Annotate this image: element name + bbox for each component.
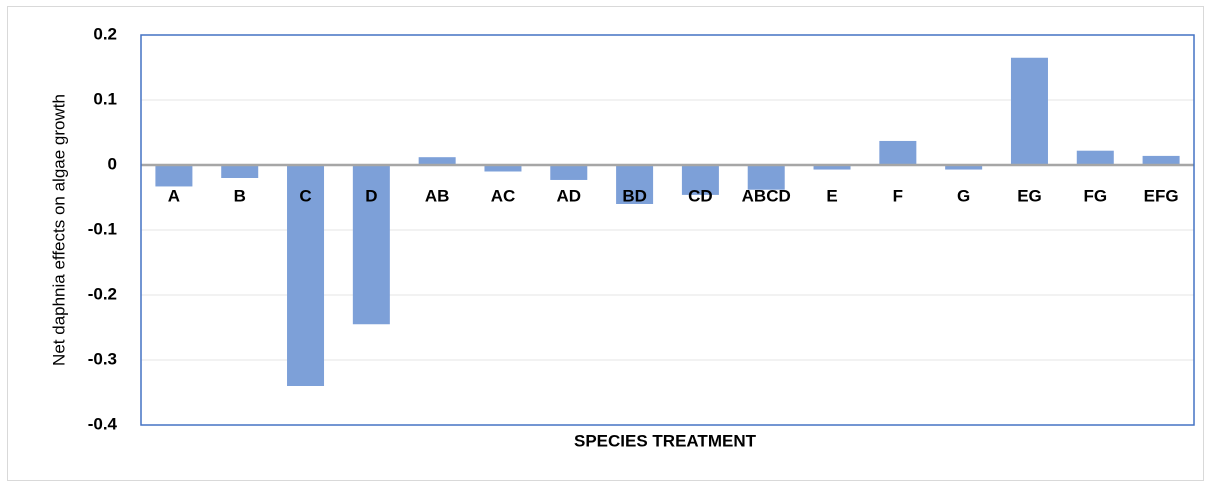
x-tick-label: G: [957, 186, 970, 205]
y-tick-label: 0.2: [93, 24, 117, 43]
bar: [1010, 57, 1048, 165]
chart-frame: [7, 6, 1204, 481]
bar: [1142, 155, 1180, 165]
bar: [1076, 150, 1114, 165]
bar: [550, 165, 588, 180]
x-tick-label: FG: [1083, 186, 1107, 205]
x-axis-title: SPECIES TREATMENT: [574, 431, 757, 450]
y-tick-label: 0.1: [93, 89, 117, 108]
x-tick-label: AC: [491, 186, 516, 205]
bar: [616, 165, 654, 204]
bar: [352, 165, 390, 325]
bar: [747, 165, 785, 190]
x-tick-label: B: [234, 186, 246, 205]
y-axis-title: Net daphnia effects on algae growth: [49, 94, 68, 366]
bar: [813, 165, 851, 170]
plot-border: [140, 34, 1195, 426]
x-tick-label: C: [299, 186, 311, 205]
x-tick-label: CD: [688, 186, 713, 205]
x-tick-label: AB: [425, 186, 450, 205]
bar: [879, 140, 917, 165]
bar: [221, 165, 259, 178]
x-tick-label: F: [893, 186, 903, 205]
bar: [945, 165, 983, 170]
y-tick-label: -0.3: [88, 349, 117, 368]
x-tick-label: D: [365, 186, 377, 205]
y-tick-label: -0.4: [88, 414, 118, 433]
bar: [484, 165, 522, 172]
bar: [681, 165, 719, 195]
y-tick-label: -0.1: [88, 219, 117, 238]
x-tick-label: BD: [622, 186, 647, 205]
x-tick-label: A: [168, 186, 180, 205]
y-tick-label: 0: [108, 154, 117, 173]
bar: [418, 157, 456, 165]
x-tick-label: E: [826, 186, 837, 205]
x-tick-label: EG: [1017, 186, 1042, 205]
x-tick-label: EFG: [1144, 186, 1179, 205]
bar: [287, 165, 325, 386]
y-tick-label: -0.2: [88, 284, 117, 303]
bar: [155, 165, 193, 187]
x-tick-label: AD: [557, 186, 582, 205]
x-tick-label: ABCD: [742, 186, 791, 205]
